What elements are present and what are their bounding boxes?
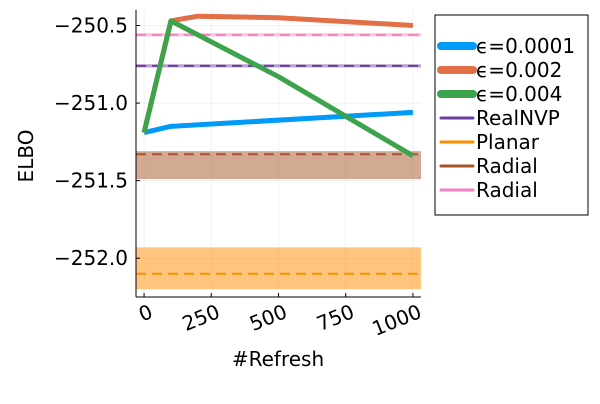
reference-band-0 (136, 64, 421, 68)
reference-band-3 (136, 33, 421, 37)
reference-band-2 (136, 151, 421, 180)
x-tick-label-2: 500 (246, 299, 290, 336)
legend-label-2: ϵ=0.004 (476, 82, 562, 106)
y-tick-label-1: −251.0 (54, 91, 128, 115)
y-axis-label: ELBO (14, 130, 38, 183)
legend-label-1: ϵ=0.002 (476, 58, 562, 82)
tick-labels: −250.5 −251.0 −251.5 −252.0 0 250 500 750 1000 (54, 14, 425, 341)
series-lines (141, 13, 415, 158)
legend-label-4: Planar (476, 130, 540, 154)
legend: ϵ=0.0001ϵ=0.002ϵ=0.004RealNVPPlanarRadia… (434, 14, 589, 216)
legend-label-0: ϵ=0.0001 (476, 34, 575, 58)
axes (135, 10, 421, 298)
x-axis-label: #Refresh (232, 347, 324, 371)
legend-label-6: Radial (476, 178, 538, 202)
x-tick-label-4: 1000 (369, 299, 425, 340)
reference-band-1 (136, 247, 421, 290)
x-tick-label-3: 750 (313, 299, 357, 336)
legend-items: ϵ=0.0001ϵ=0.002ϵ=0.004RealNVPPlanarRadia… (437, 34, 575, 202)
legend-label-3: RealNVP (476, 106, 560, 130)
y-tick-label-2: −251.5 (54, 169, 128, 193)
series-line-0 (143, 109, 414, 135)
series-line-2 (141, 18, 415, 158)
legend-label-5: Radial (476, 154, 538, 178)
reference-bands (136, 33, 421, 290)
y-tick-label-0: −250.5 (54, 14, 128, 38)
x-tick-label-0: 0 (135, 299, 156, 326)
y-tick-label-3: −252.0 (54, 246, 128, 270)
x-tick-label-1: 250 (179, 299, 223, 336)
